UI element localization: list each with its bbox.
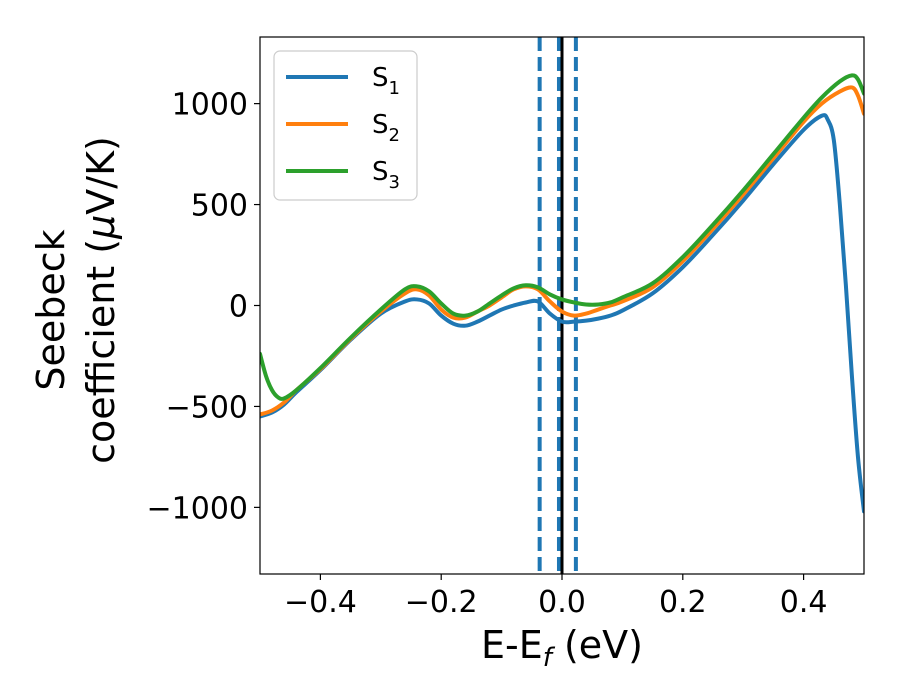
x-axis-ticks: −0.4 −0.2 0.0 0.2 0.4	[284, 574, 827, 620]
x-tick-label: 0.4	[780, 585, 828, 620]
series-lines	[260, 73, 864, 514]
legend: S1 S2 S3	[273, 50, 418, 201]
y-tick-label: 500	[191, 189, 248, 224]
x-axis-label-main: E-E	[481, 623, 543, 667]
y-axis-label: Seebeck coefficient (μV/K)	[29, 136, 123, 464]
y-tick-label: −1000	[147, 491, 248, 526]
legend-label-s2: S2	[372, 110, 400, 146]
y-tick-label: −500	[166, 390, 248, 425]
y-tick-label: 0	[229, 290, 248, 325]
x-tick-label: −0.4	[284, 585, 357, 620]
y-axis-label-line1: Seebeck	[29, 229, 73, 390]
y-tick-label: 1000	[172, 88, 248, 123]
legend-label-s1: S1	[372, 63, 400, 99]
y-axis-ticks: −1000 −500 0 500 1000	[147, 88, 260, 526]
series-line-s1	[260, 113, 864, 514]
x-axis-label: E-Ef (eV)	[481, 623, 643, 673]
x-tick-label: 0.0	[538, 585, 586, 620]
x-axis-label-unit: (eV)	[552, 623, 643, 667]
vertical-reference-lines	[537, 37, 578, 574]
legend-label-s3: S3	[372, 157, 400, 193]
series-line-s3	[260, 73, 864, 401]
x-tick-label: 0.2	[659, 585, 707, 620]
y-axis-label-line2: coefficient (μV/K)	[79, 136, 123, 464]
x-tick-label: −0.2	[405, 585, 478, 620]
